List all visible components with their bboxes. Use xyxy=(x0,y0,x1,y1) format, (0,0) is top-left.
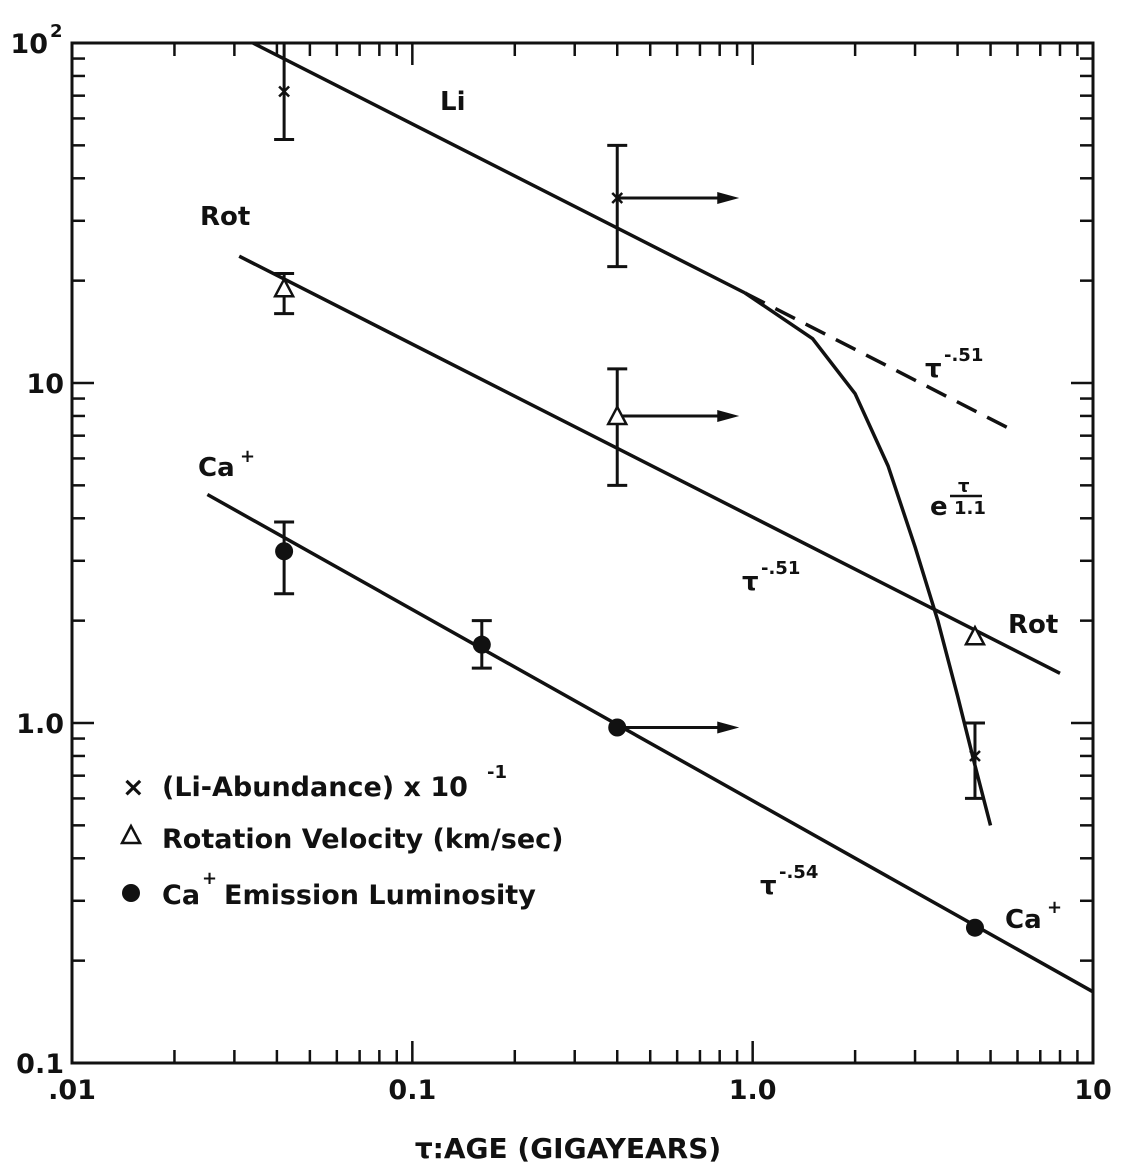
ca-point xyxy=(965,918,984,937)
annotation-rot-left: Rot xyxy=(200,202,250,232)
fit-line xyxy=(252,41,746,295)
rotation-point xyxy=(963,624,987,646)
limit-arrow-head xyxy=(717,192,740,205)
x-axis-title: τ:AGE (GIGAYEARS) xyxy=(415,1132,721,1165)
svg-text:Rotation Velocity (km/sec): Rotation Velocity (km/sec) xyxy=(162,824,564,855)
fit-line xyxy=(744,291,1009,430)
li-point xyxy=(969,750,981,762)
svg-text:τ: τ xyxy=(925,354,942,384)
limit-arrow-head xyxy=(717,409,740,422)
svg-text:-1: -1 xyxy=(487,762,507,783)
li-point xyxy=(278,85,290,98)
annotation-ca-right: Ca + xyxy=(1005,897,1062,935)
legend-item-ca: Ca + Emission Luminosity xyxy=(122,868,536,911)
plot-border xyxy=(70,41,1095,1065)
annotation-rot-right: Rot xyxy=(1008,610,1058,640)
ca-point xyxy=(608,718,627,737)
x-tick-label: .01 xyxy=(48,1075,96,1106)
legend: × (Li-Abundance) x 10 -1 Rotation Veloci… xyxy=(119,762,564,911)
svg-text:-.51: -.51 xyxy=(761,558,800,579)
svg-text:+: + xyxy=(1047,897,1062,918)
rotation-point xyxy=(273,276,296,298)
svg-text:e: e xyxy=(930,492,948,522)
svg-text:-.54: -.54 xyxy=(779,862,818,883)
annotation-li: Li xyxy=(440,87,465,117)
x-tick-label: 10 xyxy=(1074,1075,1112,1106)
annotation-tau-51-dashed: τ -.51 xyxy=(925,345,983,384)
svg-text:Ca: Ca xyxy=(162,880,200,911)
svg-text:×: × xyxy=(122,772,145,803)
svg-text:Ca: Ca xyxy=(198,453,235,483)
annotation-ca-left: Ca + xyxy=(198,446,255,483)
annotation-tau-51-rot: τ -.51 xyxy=(742,558,800,597)
annotation-tau-54: τ -.54 xyxy=(760,862,818,901)
y-tick-label: 10 xyxy=(10,29,48,60)
limit-arrow-head xyxy=(717,721,740,734)
svg-text:+: + xyxy=(202,868,217,889)
svg-text:τ: τ xyxy=(958,476,970,497)
svg-text:+: + xyxy=(240,446,255,467)
rotation-point xyxy=(606,404,629,426)
svg-text:τ: τ xyxy=(760,871,777,901)
y-tick-label: 10 xyxy=(26,369,64,400)
svg-text:(Li-Abundance) x 10: (Li-Abundance) x 10 xyxy=(162,772,468,803)
x-tick-label: 1.0 xyxy=(729,1075,777,1106)
legend-item-rotation: Rotation Velocity (km/sec) xyxy=(119,823,564,855)
x-tick-label: 0.1 xyxy=(388,1075,436,1106)
legend-circle-marker xyxy=(122,884,140,902)
fit-lines xyxy=(206,41,1094,994)
svg-text:1.1: 1.1 xyxy=(954,498,986,519)
ca-point xyxy=(275,542,294,561)
fit-line xyxy=(238,254,1061,675)
svg-text:-.51: -.51 xyxy=(944,345,983,366)
annotation-exp-decay: e τ 1.1 xyxy=(930,476,986,522)
y-tick-label-sup: 2 xyxy=(50,21,63,42)
y-tick-label: 1.0 xyxy=(16,709,64,740)
fit-line xyxy=(206,492,1094,994)
plot-frame xyxy=(70,41,1095,1065)
li-point xyxy=(611,192,624,204)
ca-point xyxy=(472,635,491,654)
fit-line xyxy=(744,291,993,826)
data-marks xyxy=(273,41,987,937)
svg-text:Ca: Ca xyxy=(1005,905,1042,935)
y-tick-label: 0.1 xyxy=(16,1049,64,1080)
svg-text:τ: τ xyxy=(742,567,759,597)
legend-item-li: × (Li-Abundance) x 10 -1 xyxy=(122,762,507,803)
legend-triangle-marker xyxy=(119,823,143,845)
svg-text:Emission Luminosity: Emission Luminosity xyxy=(224,880,536,911)
